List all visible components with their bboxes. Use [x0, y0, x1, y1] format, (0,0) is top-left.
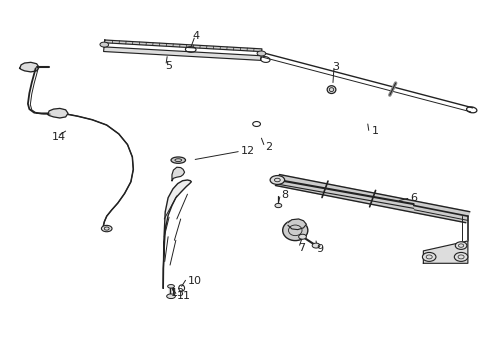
Text: 2: 2	[264, 143, 271, 152]
Text: 8: 8	[280, 190, 287, 200]
Polygon shape	[275, 175, 469, 223]
Text: 6: 6	[409, 193, 416, 203]
Ellipse shape	[171, 157, 185, 163]
Ellipse shape	[166, 294, 175, 298]
Text: 9: 9	[315, 244, 323, 254]
Polygon shape	[104, 40, 262, 51]
Text: 14: 14	[52, 132, 66, 143]
Ellipse shape	[454, 242, 466, 249]
Text: 5: 5	[164, 61, 171, 71]
Text: 10: 10	[187, 276, 201, 286]
Ellipse shape	[257, 51, 265, 56]
Ellipse shape	[282, 220, 307, 240]
Ellipse shape	[422, 252, 435, 261]
Ellipse shape	[311, 243, 319, 248]
Polygon shape	[20, 62, 39, 72]
Ellipse shape	[167, 284, 174, 288]
Ellipse shape	[274, 203, 281, 208]
Text: 13: 13	[171, 288, 184, 298]
Text: 7: 7	[297, 243, 304, 253]
Ellipse shape	[100, 42, 108, 47]
Ellipse shape	[269, 176, 284, 184]
Polygon shape	[172, 167, 184, 181]
Text: 4: 4	[192, 31, 199, 41]
Ellipse shape	[326, 86, 335, 94]
Text: 3: 3	[332, 62, 339, 72]
Ellipse shape	[101, 225, 112, 232]
Ellipse shape	[298, 234, 306, 239]
Text: 11: 11	[177, 291, 190, 301]
Text: 12: 12	[240, 146, 254, 156]
Polygon shape	[423, 241, 467, 263]
Text: 1: 1	[371, 126, 378, 136]
Polygon shape	[48, 108, 68, 118]
Polygon shape	[163, 180, 191, 288]
Polygon shape	[287, 219, 306, 230]
Polygon shape	[103, 47, 261, 60]
Ellipse shape	[453, 252, 467, 261]
